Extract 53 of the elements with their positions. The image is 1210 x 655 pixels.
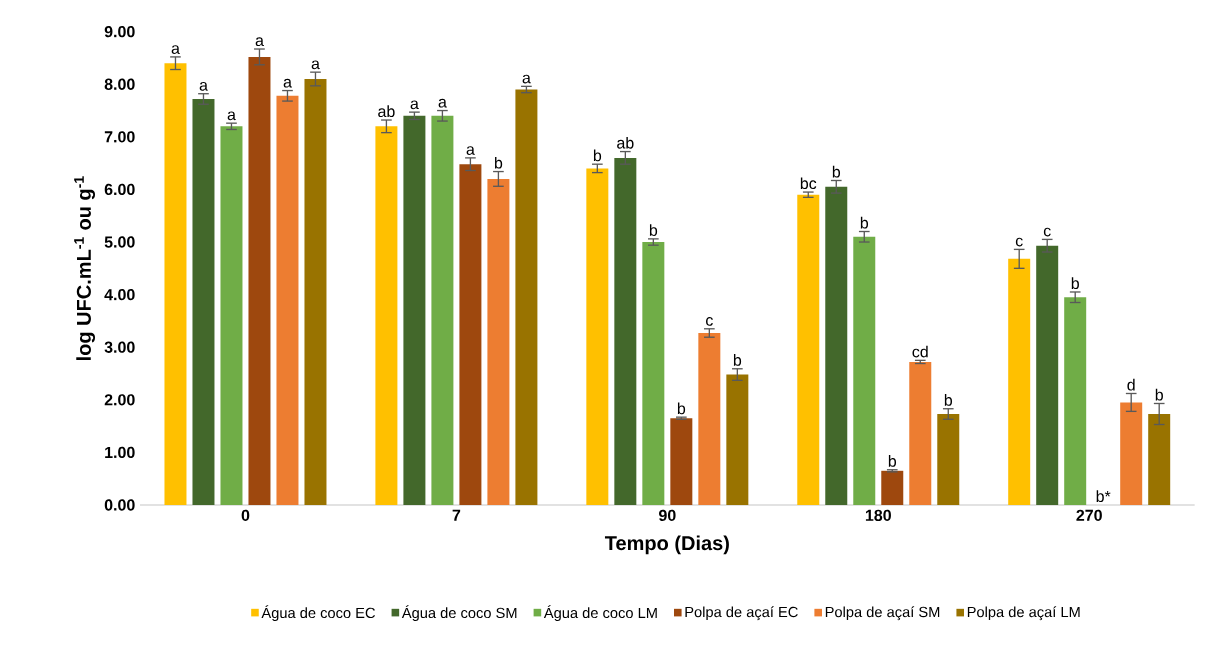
data-label: ab [378, 105, 395, 118]
data-label: b [860, 216, 869, 229]
y-tick-label: 7.00 [104, 131, 135, 143]
x-tick-label: 90 [659, 509, 676, 522]
y-tick-label: 9.00 [104, 26, 135, 38]
data-label: b [494, 156, 503, 169]
y-axis-title: log UFC.mL$^{-1}$ ou g$^{-1}$ [74, 176, 96, 361]
data-label: a [171, 45, 180, 54]
data-label: ab [617, 136, 634, 149]
y-tick-label: 3.00 [104, 341, 135, 353]
data-label: a [199, 82, 208, 91]
legend-label: Água de coco SM [401, 605, 517, 621]
data-label: c [1043, 227, 1051, 237]
data-label: d [1127, 378, 1135, 391]
x-tick-label: 270 [1076, 509, 1102, 522]
data-label: a [255, 37, 264, 47]
legend-label: Polpa de açaí SM [825, 606, 940, 621]
x-tick-label: 7 [452, 509, 461, 521]
data-label: b [1155, 388, 1163, 401]
data-label: b [888, 455, 897, 467]
data-label: c [706, 317, 713, 326]
data-label: a [466, 146, 475, 155]
y-tick-label: 4.00 [104, 288, 135, 301]
data-label: a [522, 74, 531, 84]
x-axis-title: Tempo (Dias) [604, 535, 729, 555]
data-label: b* [1096, 490, 1111, 503]
data-label: b [832, 165, 841, 178]
legend-label: Polpa de açaí LM [967, 606, 1080, 621]
data-label: b [677, 402, 686, 415]
legend-label: Água de coco LM [543, 605, 657, 621]
legend-label: Polpa de açaí EC [685, 606, 798, 621]
y-tick-label: 0.00 [104, 499, 135, 511]
y-tick-label: 8.00 [104, 78, 135, 90]
data-label: b [649, 224, 658, 236]
y-tick-label: 2.00 [104, 394, 135, 406]
y-tick-label: 1.00 [105, 446, 135, 459]
data-label: c [1015, 237, 1023, 247]
data-label: b [1071, 277, 1079, 290]
y-tick-label: 5.00 [104, 236, 135, 248]
data-label: a [410, 100, 419, 110]
x-tick-label: 0 [241, 509, 250, 522]
data-label: bc [800, 177, 817, 190]
data-label: a [311, 60, 320, 70]
data-label: a [283, 78, 292, 88]
data-label: a [438, 98, 447, 108]
y-tick-label: 6.00 [104, 183, 135, 196]
data-label: cd [912, 345, 928, 358]
x-tick-label: 180 [865, 509, 891, 522]
legend-label: Água de coco EC [261, 605, 375, 621]
data-label: b [944, 394, 953, 406]
data-label: a [227, 111, 236, 121]
data-label: b [593, 149, 602, 162]
data-label: b [733, 354, 742, 366]
